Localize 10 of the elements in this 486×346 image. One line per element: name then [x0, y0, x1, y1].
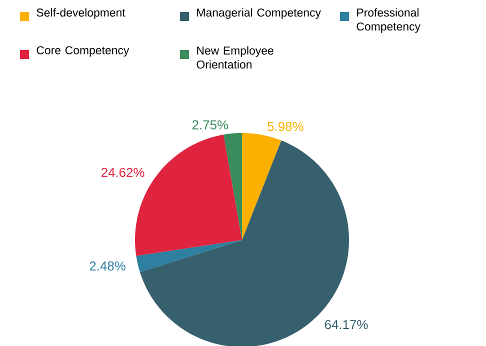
data-label: 2.48%: [90, 261, 126, 271]
data-label: 2.75%: [192, 120, 228, 130]
data-label: 24.62%: [101, 168, 144, 178]
legend-label: Core Competency: [36, 46, 130, 57]
legend-label: Professional Competency: [356, 8, 420, 33]
data-label: 5.98%: [268, 122, 304, 132]
legend-label: Self-development: [36, 8, 126, 19]
legend-label: Managerial Competency: [197, 8, 321, 19]
data-label: 64.17%: [324, 320, 368, 330]
legend-label: New Employee Orientation: [196, 46, 274, 69]
